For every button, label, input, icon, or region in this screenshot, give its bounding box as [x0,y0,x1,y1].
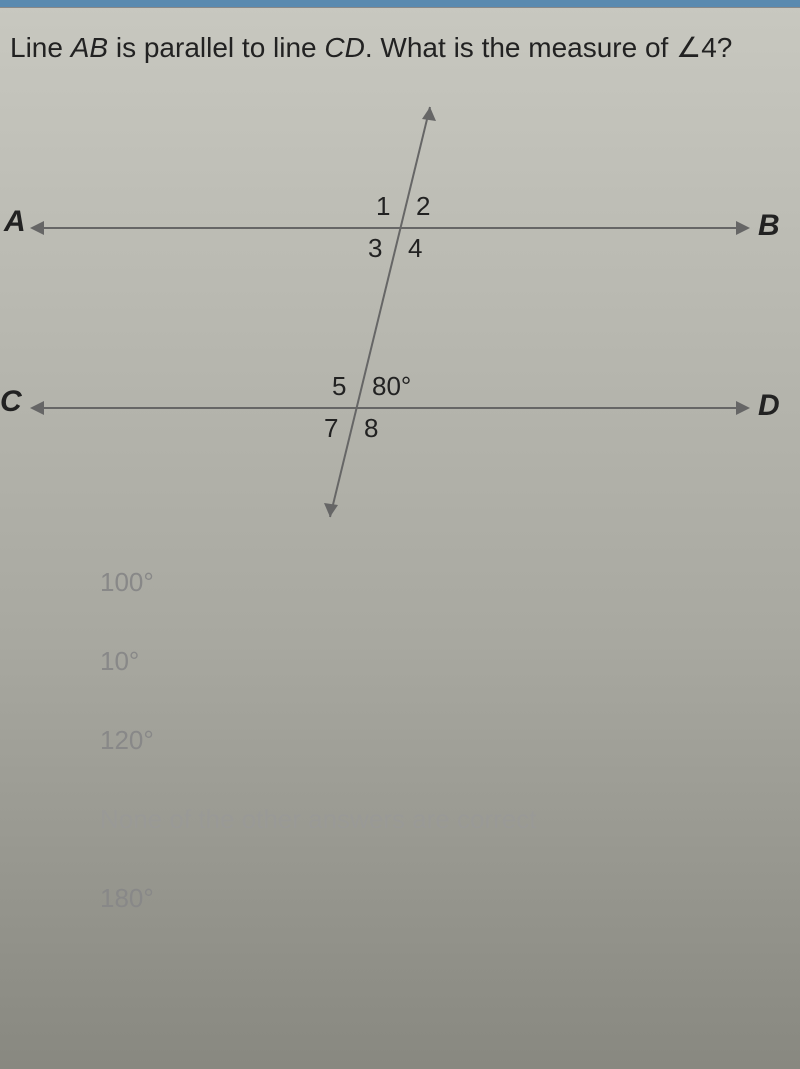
angle-3: 3 [368,233,382,264]
angle-2: 2 [416,191,430,222]
q-seg2: CD [324,32,364,63]
angle-4: 4 [408,233,422,264]
angle-7: 7 [324,413,338,444]
angle-6: 80° [372,371,411,402]
top-bar [0,0,800,8]
angle-8: 8 [364,413,378,444]
question-text: Line AB is parallel to line CD. What is … [0,8,800,87]
geometry-diagram: A B C D 1 2 3 4 5 80° 7 8 [0,97,800,527]
q-seg1: AB [71,32,108,63]
q-angle: ∠4? [676,32,732,63]
angle-1: 1 [376,191,390,222]
option-5[interactable]: 180° [100,883,800,914]
q-mid: is parallel to line [108,32,324,63]
q-prefix: Line [10,32,71,63]
option-3[interactable]: 120° [100,725,800,756]
answer-options: 100° 10° 120° None of the other answers … [0,567,800,914]
option-4[interactable]: None of the other answers are correct [100,804,800,835]
angle-5: 5 [332,371,346,402]
q-suffix: . What is the measure of [365,32,676,63]
option-2[interactable]: 10° [100,646,800,677]
option-1[interactable]: 100° [100,567,800,598]
transversal-line [0,97,800,527]
